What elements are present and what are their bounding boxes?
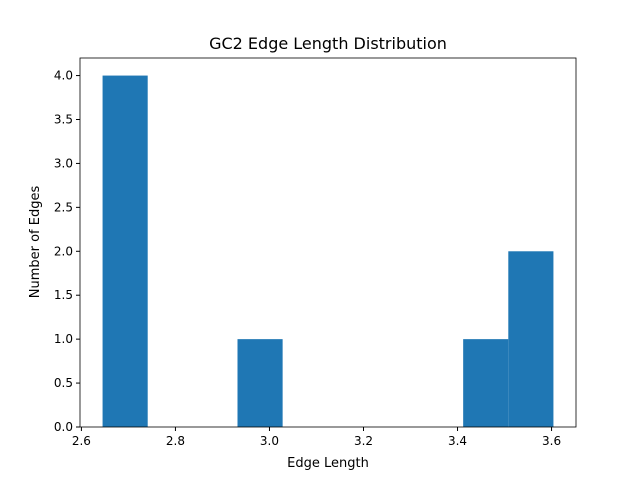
y-tick-label: 3.0 (54, 156, 73, 170)
x-tick-label: 3.6 (542, 434, 561, 448)
bar (237, 339, 283, 427)
y-tick-label: 1.5 (54, 288, 73, 302)
y-tick-label: 4.0 (54, 69, 73, 83)
x-tick-label: 3.2 (354, 434, 373, 448)
chart-title: GC2 Edge Length Distribution (209, 34, 447, 53)
bar (508, 251, 554, 427)
x-tick-label: 2.8 (166, 434, 185, 448)
y-axis-label: Number of Edges (28, 186, 43, 299)
y-tick-label: 0.0 (54, 420, 73, 434)
plot-frame (79, 57, 577, 428)
x-tick-label: 3.4 (448, 434, 467, 448)
y-tick-label: 3.5 (54, 113, 73, 127)
x-tick-label: 2.6 (72, 434, 91, 448)
y-tick-label: 2.0 (54, 244, 73, 258)
y-tick-label: 1.0 (54, 332, 73, 346)
x-tick-label: 3.0 (260, 434, 279, 448)
y-tick-label: 2.5 (54, 200, 73, 214)
x-axis-label: Edge Length (287, 456, 369, 471)
y-tick-label: 0.5 (54, 376, 73, 390)
bar (102, 75, 148, 428)
bar (463, 339, 509, 427)
